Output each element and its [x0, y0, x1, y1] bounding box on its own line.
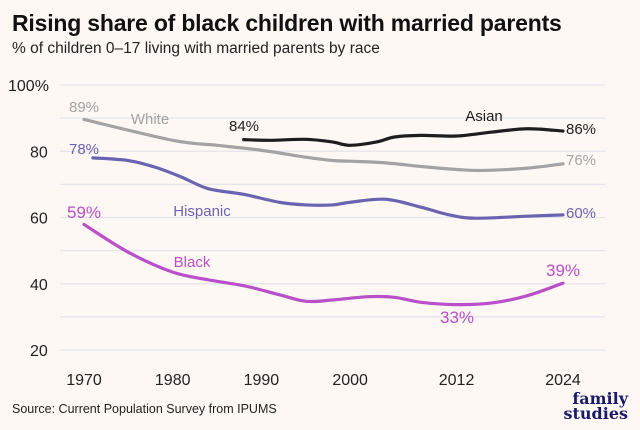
hispanic-series-line — [91, 156, 565, 220]
hispanic-series-label: Hispanic — [173, 203, 231, 220]
y-tick-label: 20 — [30, 343, 48, 360]
white-series-line — [82, 117, 565, 173]
y-tick-label: 100% — [8, 78, 49, 95]
black-series-line — [82, 222, 565, 307]
x-tick-label: 2012 — [439, 372, 475, 389]
black-end-value-label: 39% — [546, 261, 580, 280]
logo-line-2: studies — [563, 404, 628, 423]
chart-subtitle: % of children 0–17 living with married p… — [12, 40, 380, 57]
chart-title: Rising share of black children with marr… — [12, 10, 562, 36]
hispanic-start-value-label: 78% — [69, 141, 99, 158]
black-min-value-label: 33% — [440, 308, 474, 327]
white-end-value-label: 76% — [566, 152, 596, 169]
logo-line-1: family — [572, 389, 628, 408]
x-tick-label: 1980 — [155, 372, 191, 389]
asian-start-value-label: 84% — [229, 118, 259, 135]
white-start-value-label: 89% — [69, 99, 99, 116]
white-series-label: White — [131, 111, 169, 128]
y-tick-label: 60 — [30, 211, 48, 228]
x-tick-label: 2024 — [545, 372, 581, 389]
y-tick-label: 80 — [30, 144, 48, 161]
y-tick-label: 40 — [30, 277, 48, 294]
asian-series-line — [242, 127, 565, 147]
black-series-label: Black — [174, 254, 211, 271]
x-tick-label: 1990 — [244, 372, 280, 389]
x-tick-label: 1970 — [66, 372, 102, 389]
asian-end-value-label: 86% — [566, 121, 596, 138]
hispanic-end-value-label: 60% — [566, 205, 596, 222]
source-note: Source: Current Population Survey from I… — [12, 402, 277, 416]
family-studies-logo: family studies — [562, 389, 628, 423]
black-start-value-label: 59% — [67, 203, 101, 222]
asian-series-label: Asian — [465, 108, 503, 125]
x-tick-label: 2000 — [332, 372, 368, 389]
